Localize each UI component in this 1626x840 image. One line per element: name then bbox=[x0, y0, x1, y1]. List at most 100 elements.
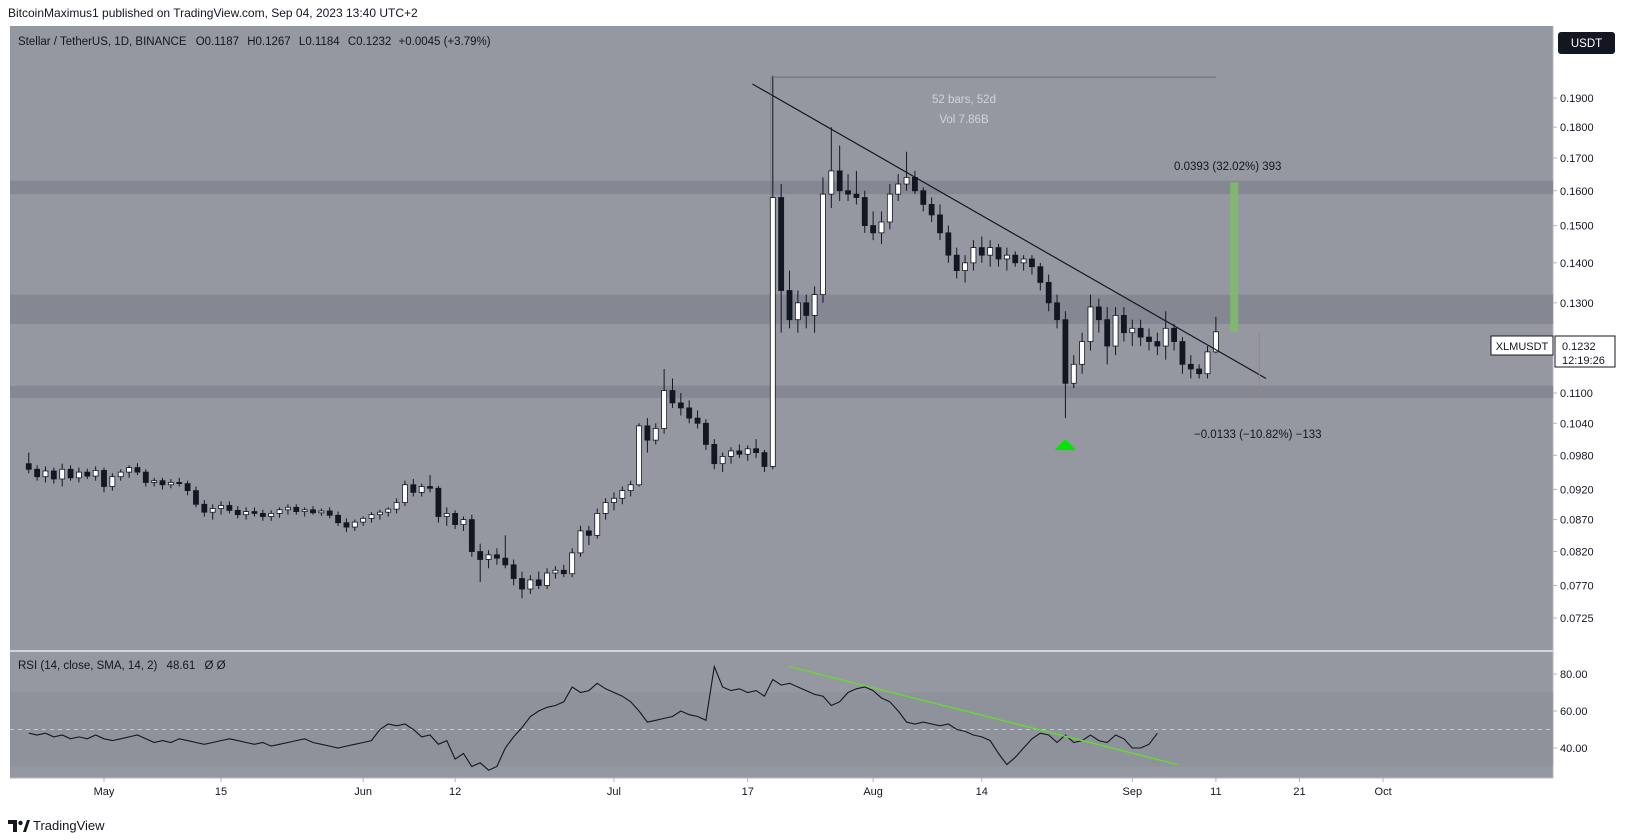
rsi-legend-value: 48.61 bbox=[167, 660, 196, 672]
candle-body bbox=[569, 552, 576, 575]
candle-body bbox=[1121, 315, 1127, 334]
price-axis-bg bbox=[1553, 26, 1626, 778]
candle bbox=[1179, 337, 1186, 374]
candle-body bbox=[811, 294, 818, 316]
candle bbox=[995, 243, 1002, 267]
candle bbox=[1146, 328, 1152, 351]
high-value: 0.1267 bbox=[256, 36, 291, 48]
rsi-series bbox=[28, 664, 1178, 771]
low-value: 0.1184 bbox=[305, 36, 340, 48]
candle-body bbox=[326, 510, 333, 516]
candle-body bbox=[385, 508, 392, 513]
candle bbox=[619, 486, 626, 505]
candle-body bbox=[494, 554, 500, 559]
candle-body bbox=[594, 513, 601, 536]
candle-body bbox=[1162, 327, 1169, 347]
candle bbox=[811, 286, 818, 333]
candle bbox=[953, 247, 960, 279]
candle bbox=[1162, 311, 1169, 360]
candle bbox=[226, 501, 233, 514]
candle bbox=[351, 519, 358, 531]
candle bbox=[101, 467, 107, 493]
candle-body bbox=[652, 428, 659, 441]
candle bbox=[276, 507, 283, 518]
candle-body bbox=[510, 564, 517, 579]
candle bbox=[50, 467, 57, 484]
candle-body bbox=[544, 572, 550, 586]
candle-body bbox=[853, 193, 860, 198]
candle-body bbox=[920, 190, 927, 205]
footer-brand[interactable]: TradingView bbox=[33, 818, 105, 833]
candle-body bbox=[903, 177, 910, 185]
candle-body bbox=[945, 232, 952, 256]
candle-body bbox=[953, 254, 960, 271]
candle bbox=[84, 468, 91, 479]
candle-body bbox=[619, 490, 626, 499]
symbol-legend[interactable]: Stellar / TetherUS, 1D, BINANCE O0.1187 … bbox=[18, 36, 491, 48]
symbol-title: Stellar / TetherUS, 1D, BINANCE bbox=[18, 36, 187, 48]
price-tick-label: 0.0770 bbox=[1560, 580, 1594, 592]
candle-body bbox=[794, 302, 801, 321]
rsi-line bbox=[28, 664, 1158, 771]
candle bbox=[1045, 274, 1052, 312]
candle bbox=[25, 452, 32, 474]
candle bbox=[694, 410, 701, 429]
candle-body bbox=[928, 204, 935, 216]
candle-body bbox=[226, 505, 233, 511]
rsi-tick-label: 80.00 bbox=[1560, 669, 1588, 681]
candle bbox=[402, 480, 408, 507]
candle bbox=[577, 525, 584, 557]
price-tick-label: 0.1900 bbox=[1560, 93, 1594, 105]
currency-button[interactable]: USDT bbox=[1558, 32, 1615, 54]
candle-body bbox=[393, 502, 400, 510]
candle bbox=[836, 145, 843, 201]
candle bbox=[393, 498, 400, 514]
candle bbox=[1104, 306, 1111, 365]
candle bbox=[510, 559, 517, 586]
candle-body bbox=[970, 247, 977, 264]
candle-body bbox=[895, 183, 902, 195]
candle-body bbox=[1070, 363, 1077, 384]
candle bbox=[602, 498, 609, 520]
candle-body bbox=[1154, 341, 1161, 347]
chart-canvas[interactable]: 0.1900 0.1800 0.1700 0.1600 0.1500 0.1400 0.13… bbox=[0, 0, 1626, 810]
candle bbox=[519, 571, 525, 599]
measure-down-label: −0.0133 (−10.82%) −133 bbox=[1194, 429, 1322, 441]
candle bbox=[1095, 298, 1102, 333]
candle bbox=[937, 204, 943, 241]
candle-body bbox=[251, 511, 258, 514]
candle-body bbox=[259, 513, 266, 517]
candle bbox=[803, 294, 810, 329]
candle-body bbox=[1137, 327, 1144, 338]
candle bbox=[1212, 316, 1219, 354]
candle-body bbox=[778, 197, 785, 291]
candle bbox=[820, 177, 826, 303]
candle-body bbox=[243, 511, 250, 516]
tradingview-logo-icon[interactable] bbox=[8, 820, 30, 832]
rsi-legend[interactable]: RSI (14, close, SMA, 14, 2) 48.61 Ø Ø bbox=[18, 660, 226, 672]
time-axis[interactable]: May 15 Jun 12 Jul 17 Aug 14 Sep 11 21 Oct bbox=[94, 778, 1392, 798]
candle bbox=[636, 423, 642, 487]
candle bbox=[184, 480, 191, 496]
high-label: H bbox=[247, 36, 255, 48]
candle bbox=[310, 506, 316, 515]
candle bbox=[886, 184, 893, 230]
price-tick-label: 0.1040 bbox=[1560, 418, 1594, 430]
candle bbox=[218, 501, 224, 515]
candle-body bbox=[703, 422, 709, 445]
price-tick-label: 0.1700 bbox=[1560, 153, 1594, 165]
candle bbox=[193, 486, 199, 508]
candle bbox=[134, 463, 141, 475]
candle bbox=[1129, 319, 1136, 347]
candle-body bbox=[50, 470, 57, 480]
candle-body bbox=[310, 509, 316, 514]
price-axis[interactable]: 0.1900 0.1800 0.1700 0.1600 0.1500 0.1400 0.13… bbox=[1553, 93, 1594, 625]
measure-up-label: 0.0393 (32.02%) 393 bbox=[1174, 161, 1281, 173]
candle-body bbox=[101, 470, 107, 487]
candle-body bbox=[402, 484, 408, 503]
candle-body bbox=[427, 486, 433, 489]
candle bbox=[920, 187, 927, 212]
candle-body bbox=[435, 487, 442, 517]
candle-body bbox=[109, 476, 116, 487]
rsi-axis[interactable]: 80.00 60.00 40.00 bbox=[1553, 669, 1588, 755]
